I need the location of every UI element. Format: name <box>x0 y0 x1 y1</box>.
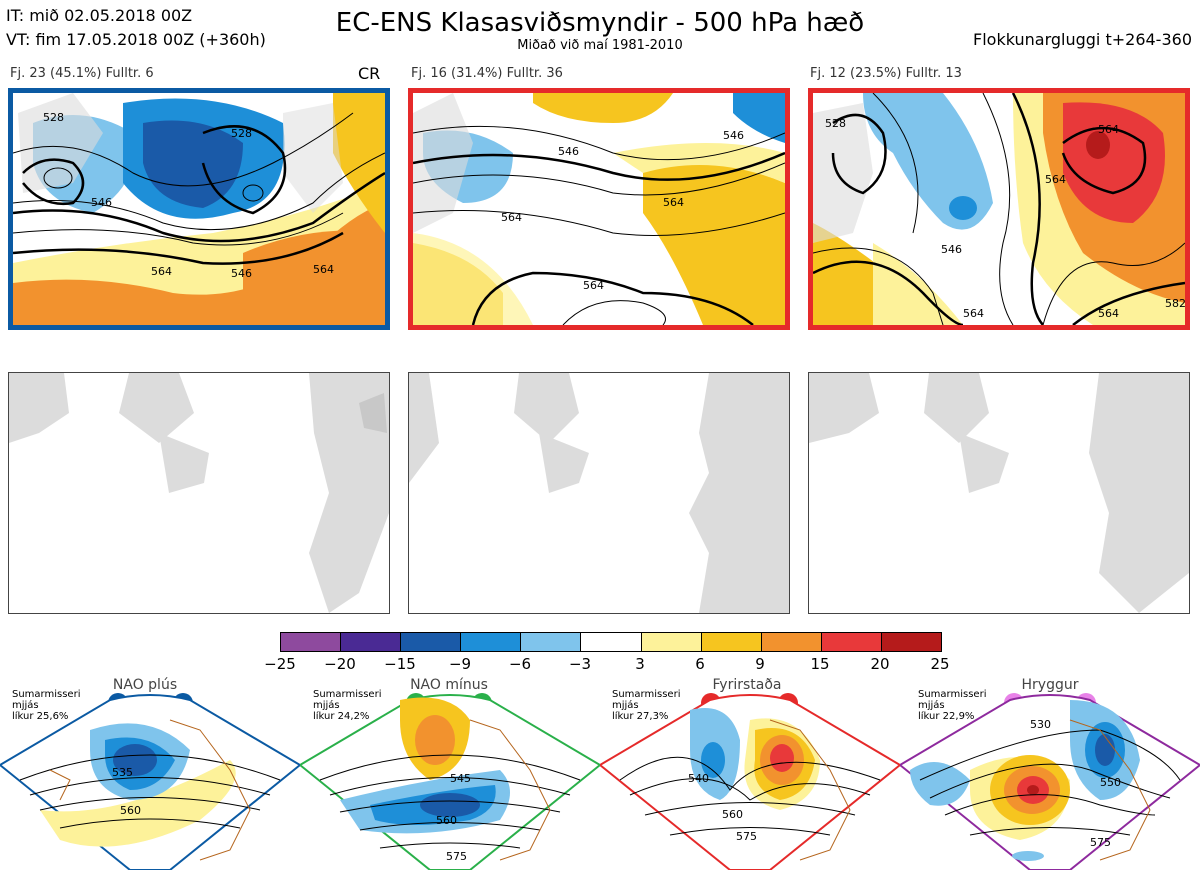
regime-1-note: Sumarmisseri mjjás líkur 25,6% <box>12 689 81 722</box>
contour-label: 564 <box>663 196 684 209</box>
contour-label: 564 <box>313 263 334 276</box>
colorbar-tick: −25 <box>264 655 296 673</box>
regime-2-map: 545 560 575 <box>300 690 600 870</box>
regime-2-note: Sumarmisseri mjjás líkur 24,2% <box>313 689 382 722</box>
colorbar-tick: 20 <box>870 655 890 673</box>
colorbar-swatch <box>761 633 822 651</box>
cluster-1-label: Fj. 23 (45.1%) Fulltr. 6 <box>10 66 154 81</box>
cr-label: CR <box>358 64 381 83</box>
regime-4-map: 530 550 575 <box>900 690 1200 870</box>
page-title: EC-ENS Klasasviðsmyndir - 500 hPa hæð <box>335 8 865 38</box>
colorbar-swatch <box>821 633 882 651</box>
contour-label: 564 <box>501 211 522 224</box>
header-dates: IT: mið 02.05.2018 00Z VT: fim 17.05.201… <box>6 4 266 52</box>
blank-map-2 <box>408 372 790 614</box>
colorbar-tick: 9 <box>755 655 765 673</box>
regime-1-map: 535 560 <box>0 690 300 870</box>
colorbar <box>280 632 942 652</box>
page-subtitle: Miðað við maí 1981-2010 <box>517 38 683 53</box>
colorbar-tick: 6 <box>695 655 705 673</box>
contour-label: 564 <box>151 265 172 278</box>
contour-label: 546 <box>231 267 252 280</box>
regime-4-name: Hryggur <box>1021 677 1079 693</box>
contour-label: 564 <box>1045 173 1066 186</box>
colorbar-tick: −20 <box>324 655 356 673</box>
colorbar-swatch <box>521 633 582 651</box>
blank-map-3 <box>808 372 1190 614</box>
blank-map-1 <box>8 372 390 614</box>
contour-label: 575 <box>446 850 467 863</box>
colorbar-tick: 15 <box>810 655 830 673</box>
contour-label: 564 <box>583 279 604 292</box>
colorbar-tick: 25 <box>930 655 950 673</box>
cluster-3-label: Fj. 12 (23.5%) Fulltr. 13 <box>810 66 962 81</box>
regime-1-name: NAO plús <box>112 677 178 693</box>
colorbar-swatch <box>641 633 702 651</box>
contour-label: 564 <box>963 307 984 320</box>
contour-label: 540 <box>688 772 709 785</box>
colorbar-swatch <box>461 633 522 651</box>
colorbar-swatch <box>881 633 942 651</box>
contour-label: 528 <box>43 111 64 124</box>
contour-label: 575 <box>736 830 757 843</box>
cluster-window: Flokkunargluggi t+264-360 <box>973 30 1192 49</box>
regime-4-note: Sumarmisseri mjjás líkur 22,9% <box>918 689 987 722</box>
colorbar-swatch <box>401 633 462 651</box>
regime-3-name: Fyrirstaða <box>712 677 782 693</box>
colorbar-swatch <box>341 633 402 651</box>
colorbar-tick: −6 <box>508 655 532 673</box>
regime-2-name: NAO mínus <box>410 677 488 693</box>
colorbar-tick: −15 <box>384 655 416 673</box>
contour-label: 545 <box>450 772 471 785</box>
contour-label: 535 <box>112 766 133 779</box>
contour-label: 564 <box>1098 123 1119 136</box>
contour-label: 546 <box>558 145 579 158</box>
init-time: IT: mið 02.05.2018 00Z <box>6 6 193 25</box>
cluster-3-map: 528 564 564 546 564 564 582 <box>808 88 1190 330</box>
contour-label: 530 <box>1030 718 1051 731</box>
valid-time: VT: fim 17.05.2018 00Z (+360h) <box>6 30 266 49</box>
colorbar-swatch <box>581 633 642 651</box>
contour-label: 528 <box>825 117 846 130</box>
contour-label: 575 <box>1090 836 1111 849</box>
contour-label: 546 <box>91 196 112 209</box>
colorbar-tick: −9 <box>448 655 472 673</box>
contour-label: 560 <box>436 814 457 827</box>
regime-3-note: Sumarmisseri mjjás líkur 27,3% <box>612 689 681 722</box>
contour-label: 560 <box>722 808 743 821</box>
contour-label: 528 <box>231 127 252 140</box>
contour-label: 546 <box>723 129 744 142</box>
cluster-2-map: 546 546 564 564 564 <box>408 88 790 330</box>
contour-label: 546 <box>941 243 962 256</box>
colorbar-swatch <box>281 633 342 651</box>
regime-3-map: 540 560 575 <box>600 690 900 870</box>
colorbar-tick: −3 <box>568 655 592 673</box>
contour-label: 560 <box>120 804 141 817</box>
contour-label: 564 <box>1098 307 1119 320</box>
colorbar-tick: 3 <box>635 655 645 673</box>
contour-label: 550 <box>1100 776 1121 789</box>
contour-label: 582 <box>1165 297 1185 310</box>
cluster-1-map: 528 528 546 546 564 564 <box>8 88 390 330</box>
cluster-2-label: Fj. 16 (31.4%) Fulltr. 36 <box>411 66 563 81</box>
colorbar-swatch <box>701 633 762 651</box>
